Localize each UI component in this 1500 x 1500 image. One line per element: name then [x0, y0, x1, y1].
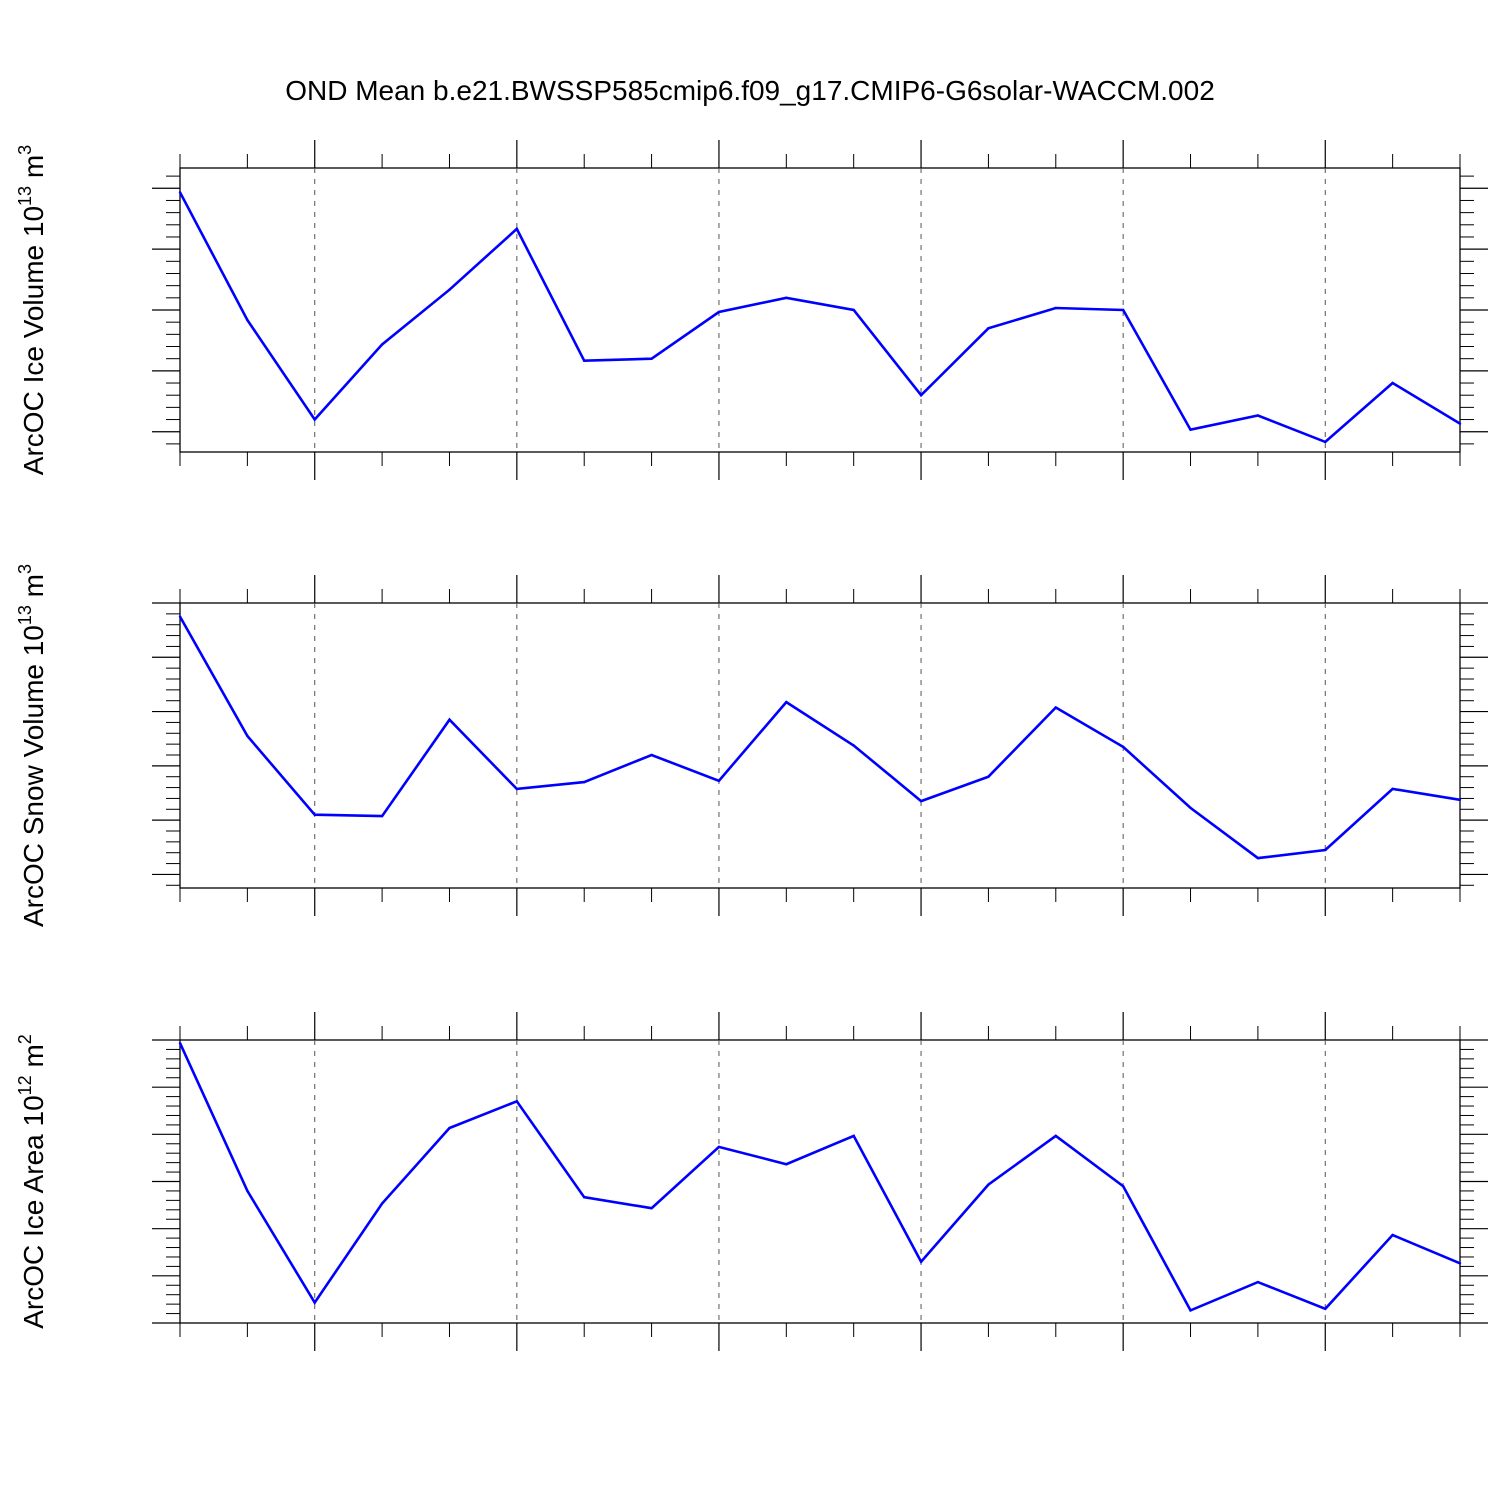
y-axis-label-exponent: 13: [15, 605, 35, 625]
y-axis-label-exponent: 3: [15, 564, 35, 574]
series-line: [178, 615, 1461, 860]
series-line: [178, 1042, 1461, 1313]
chart-panel-1: ArcOC Ice Volume 1013 m3: [15, 140, 1488, 480]
data-point: [1324, 440, 1327, 444]
data-point: [313, 813, 316, 816]
data-point: [1054, 306, 1057, 310]
y-axis-label: ArcOC Snow Volume 1013 m3: [15, 564, 49, 927]
y-axis-label-exponent: 12: [15, 1075, 35, 1095]
data-point: [583, 1196, 586, 1199]
data-point: [1189, 428, 1192, 431]
data-point: [717, 779, 721, 782]
data-point: [1458, 798, 1462, 801]
y-axis-label-text: m: [18, 574, 49, 605]
data-point: [987, 327, 990, 330]
data-point: [1458, 1262, 1462, 1265]
data-point: [650, 753, 653, 757]
y-axis-label: ArcOC Ice Volume 1013 m3: [15, 145, 49, 475]
y-axis-label-text: m: [18, 155, 49, 186]
data-point: [380, 343, 384, 346]
data-point: [1054, 1134, 1057, 1138]
data-point: [1324, 848, 1327, 852]
data-point: [448, 718, 451, 721]
data-point: [1391, 381, 1394, 385]
chart-panel-2: ArcOC Snow Volume 1013 m3: [15, 564, 1488, 927]
data-point: [919, 394, 923, 397]
data-point: [178, 191, 182, 194]
data-point: [1054, 706, 1057, 709]
y-axis-label-text: ArcOC Snow Volume 10: [18, 625, 49, 927]
data-point: [515, 227, 519, 231]
y-axis-label-exponent: 2: [15, 1034, 35, 1044]
plot-frame: [179, 602, 1461, 889]
y-axis-label-text: ArcOC Ice Volume 10: [18, 206, 49, 475]
data-point: [1189, 806, 1192, 810]
data-point: [1256, 1280, 1260, 1284]
data-point: [178, 1041, 182, 1045]
data-point: [1391, 787, 1394, 791]
data-point: [650, 357, 653, 360]
data-point: [852, 1134, 855, 1138]
data-point: [1256, 856, 1260, 860]
data-point: [785, 1163, 788, 1166]
plot-frame: [179, 1039, 1461, 1324]
data-point: [987, 1183, 990, 1186]
data-point: [919, 799, 923, 803]
data-point: [1121, 745, 1125, 749]
data-point: [380, 814, 384, 818]
data-point: [919, 1260, 923, 1263]
y-axis-label: ArcOC Ice Area 1012 m2: [15, 1034, 49, 1329]
series-line: [178, 191, 1461, 444]
data-point: [785, 700, 788, 704]
data-point: [1458, 422, 1462, 425]
data-point: [313, 1301, 316, 1304]
data-point: [583, 359, 586, 362]
y-axis-label-exponent: 13: [15, 186, 35, 206]
data-point: [515, 1100, 519, 1103]
data-point: [717, 1145, 721, 1149]
data-point: [246, 734, 249, 738]
data-point: [380, 1202, 384, 1205]
chart-panel-3: ArcOC Ice Area 1012 m2: [15, 1012, 1488, 1351]
data-point: [515, 787, 519, 791]
data-point: [246, 318, 249, 322]
data-point: [1324, 1307, 1327, 1311]
data-point: [987, 775, 990, 778]
data-point: [852, 308, 855, 312]
data-point: [448, 1126, 451, 1130]
data-point: [1189, 1309, 1192, 1312]
y-axis-label-exponent: 3: [15, 145, 35, 155]
data-point: [785, 296, 788, 300]
chart-title: OND Mean b.e21.BWSSP585cmip6.f09_g17.CMI…: [285, 75, 1215, 106]
data-point: [178, 615, 182, 618]
data-point: [1121, 308, 1125, 312]
data-point: [246, 1189, 249, 1193]
data-point: [1391, 1233, 1394, 1237]
data-point: [852, 744, 855, 747]
data-point: [1256, 414, 1260, 417]
data-point: [650, 1207, 653, 1210]
data-point: [1121, 1185, 1125, 1188]
plot-frame: [179, 167, 1461, 453]
y-axis-label-text: ArcOC Ice Area 10: [18, 1095, 49, 1328]
data-point: [583, 780, 586, 784]
data-point: [717, 310, 721, 314]
y-axis-label-text: m: [18, 1044, 49, 1075]
data-point: [313, 418, 316, 421]
data-point: [448, 288, 451, 291]
